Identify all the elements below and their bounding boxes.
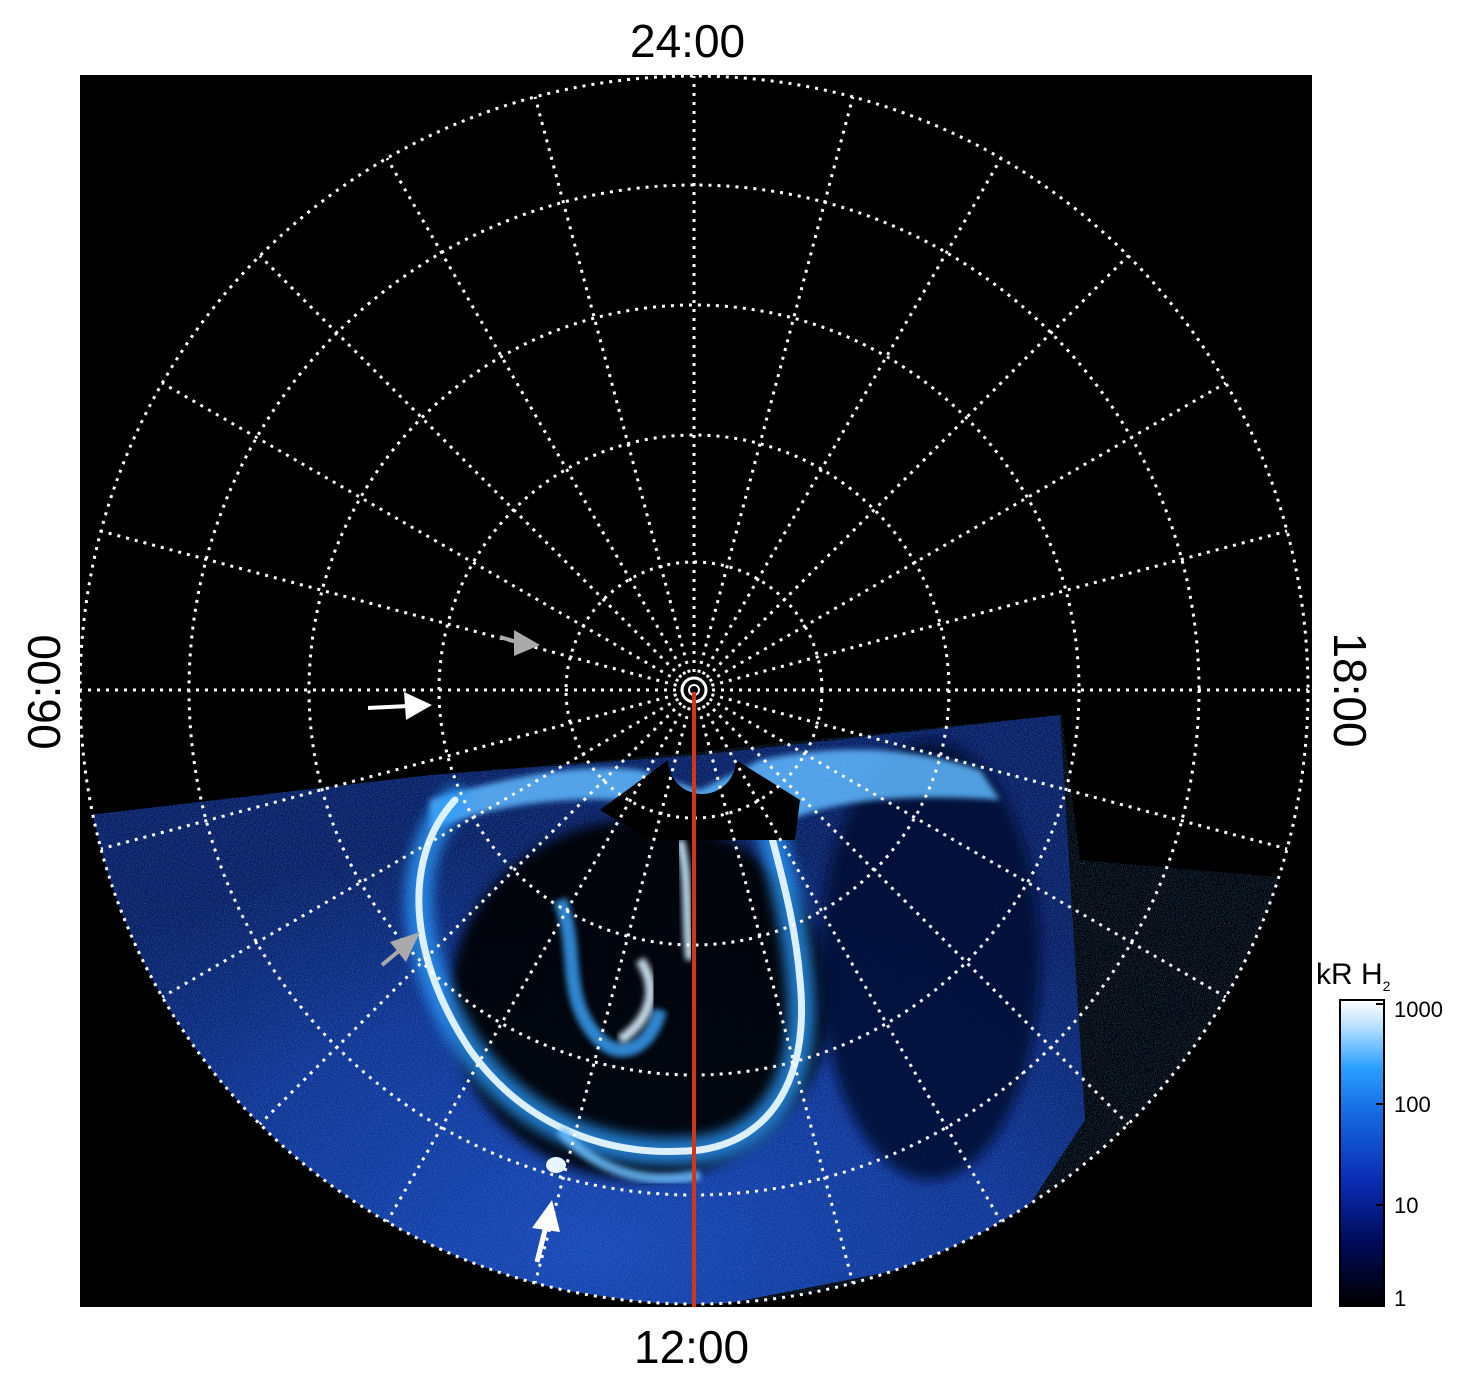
grid-spoke (710, 693, 1288, 851)
colorbar-tick-label: 1000 (1394, 997, 1443, 1022)
grid-spoke (161, 697, 680, 999)
local-time-label-dawn: 06:00 (18, 634, 70, 750)
grid-spoke (710, 529, 1288, 687)
grid-spoke (385, 157, 687, 676)
grid-spoke (701, 157, 1003, 676)
grid-spoke (258, 254, 683, 679)
grid-spoke (100, 529, 678, 687)
arrow-lower-left (380, 932, 420, 967)
grid-spoke (533, 706, 691, 1284)
colorbar-title: kR H2 (1316, 958, 1391, 994)
grid-spoke (701, 704, 1003, 1223)
colorbar-tick-label: 100 (1394, 1092, 1431, 1117)
grid-spoke (385, 704, 687, 1223)
grid-spoke (705, 701, 1130, 1126)
colorbar-tick-label: 10 (1394, 1193, 1419, 1218)
local-time-label-midnight: 24:00 (630, 15, 746, 67)
grid-spoke (708, 697, 1227, 999)
grid-spoke (697, 706, 855, 1284)
grid-spoke (533, 96, 691, 674)
arrow-dawn (367, 692, 432, 720)
grid-spoke (697, 96, 855, 674)
no-data-regions (600, 690, 1312, 880)
local-time-label-dusk: 18:00 (1324, 632, 1376, 748)
arrow-upper-dark (499, 630, 540, 656)
grid-spoke (161, 381, 680, 683)
arrow-bottom (532, 1200, 560, 1263)
colorbar-ticks (1376, 1003, 1384, 1305)
grid-spoke (100, 693, 678, 851)
colorbar-gradient (1339, 999, 1385, 1307)
nightside-mask (80, 75, 1312, 815)
grid-spoke (705, 254, 1130, 679)
local-time-label-noon: 12:00 (634, 1321, 750, 1373)
colorbar-tick-label: 1 (1394, 1286, 1407, 1311)
grid-spoke (708, 381, 1227, 683)
dayside-band (430, 749, 1000, 830)
grid-spoke (258, 701, 683, 1126)
